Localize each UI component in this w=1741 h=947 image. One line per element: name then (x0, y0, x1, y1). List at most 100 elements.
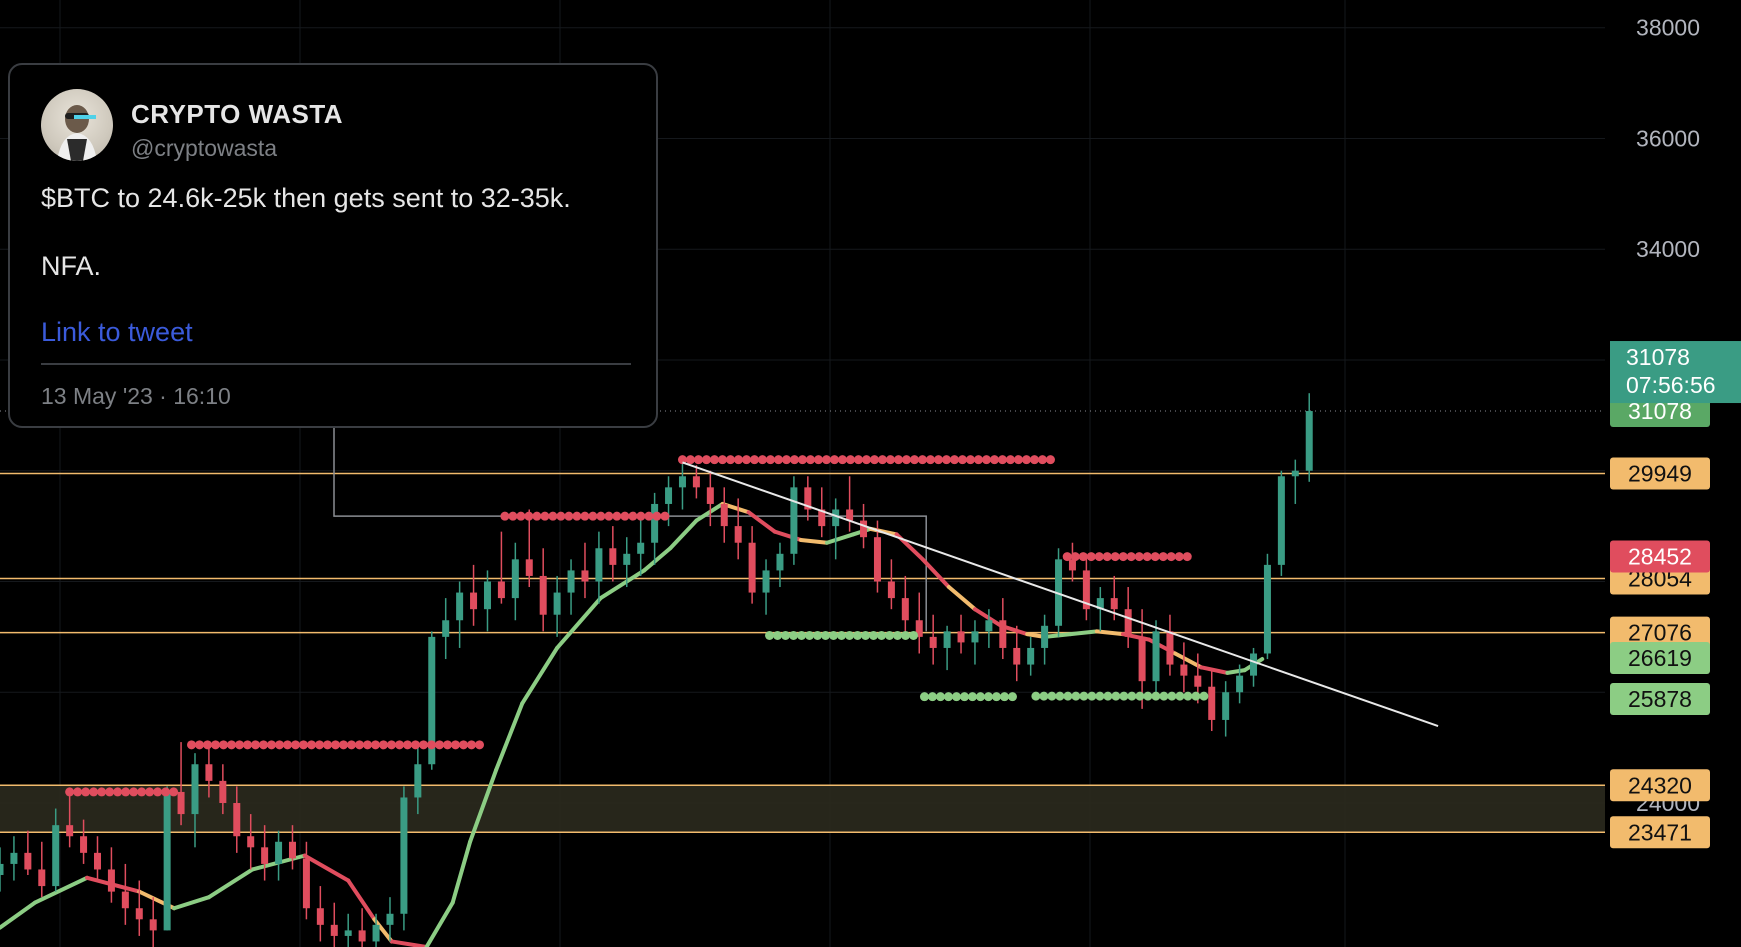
support-dot (1055, 691, 1065, 701)
support-dot (829, 630, 839, 640)
moving-average-segment (1042, 632, 1073, 639)
support-dot (789, 630, 799, 640)
support-zone (0, 785, 1605, 833)
candle-body (999, 620, 1007, 648)
resistance-dot (981, 455, 991, 465)
resistance-dot (1158, 552, 1168, 562)
level-badge-label: 25878 (1628, 686, 1692, 712)
support-dot (951, 692, 961, 702)
candle-body (1124, 609, 1132, 637)
candle-body (873, 537, 881, 582)
resistance-dot (1110, 552, 1120, 562)
level-badge (1610, 616, 1710, 649)
candle-body (1180, 664, 1188, 676)
support-dot (935, 692, 945, 702)
resistance-dot (1102, 552, 1112, 562)
resistance-dot (949, 455, 959, 465)
axis-tick-label: 36000 (1636, 125, 1700, 151)
support-dot (1191, 691, 1201, 701)
moving-average-segment (694, 501, 725, 523)
resistance-dot (749, 455, 759, 465)
resistance-dot (933, 455, 943, 465)
resistance-dot (419, 740, 429, 750)
moving-average-segment (520, 645, 560, 706)
candle-body (107, 869, 115, 892)
resistance-dot (323, 740, 333, 750)
resistance-dot (275, 740, 285, 750)
resistance-dot (187, 740, 197, 750)
level-badge-label: 27076 (1628, 620, 1692, 646)
resistance-dot (636, 511, 646, 521)
candle-body (692, 476, 700, 488)
moving-average-segment (798, 537, 829, 545)
candle-body (651, 503, 659, 543)
resistance-dot (572, 511, 582, 521)
resistance-dot (789, 455, 799, 465)
resistance-dot (588, 511, 598, 521)
resistance-dot (347, 740, 357, 750)
resistance-dot (508, 511, 518, 521)
candle-body (1166, 631, 1174, 665)
resistance-dot (917, 455, 927, 465)
candle-body (372, 924, 380, 942)
candle-body (1263, 564, 1271, 654)
current-price-value: 31078 (1626, 344, 1690, 370)
author-avatar[interactable] (41, 89, 113, 161)
candle-body (971, 631, 979, 643)
resistance-dot (925, 455, 935, 465)
resistance-dot (604, 511, 614, 521)
resistance-dot (548, 511, 558, 521)
support-dot (1111, 691, 1121, 701)
resistance-dot (169, 787, 179, 797)
resistance-dot (363, 740, 373, 750)
support-dot (927, 692, 937, 702)
resistance-dot (821, 455, 831, 465)
resistance-dot (121, 787, 131, 797)
resistance-dot (709, 455, 719, 465)
resistance-dot (524, 511, 534, 521)
support-dot (1159, 691, 1169, 701)
resistance-dot (1182, 552, 1192, 562)
resistance-dot (693, 455, 703, 465)
resistance-dot (909, 455, 919, 465)
candle-body (1041, 625, 1049, 648)
moving-average-segment (172, 895, 211, 911)
support-dot (983, 692, 993, 702)
support-dot (813, 630, 823, 640)
support-dot (1119, 691, 1129, 701)
support-dot (805, 630, 815, 640)
resistance-dot (540, 511, 550, 521)
resistance-dot (411, 740, 421, 750)
candle-body (288, 841, 296, 859)
resistance-dot (1062, 552, 1072, 562)
support-dot (837, 630, 847, 640)
axis-tick-label: 34000 (1636, 236, 1700, 262)
candle-body (1305, 411, 1313, 471)
resistance-dot (1029, 455, 1039, 465)
moving-average-segment (972, 607, 1004, 628)
candle-body (1152, 631, 1160, 682)
candle-body (358, 930, 366, 942)
resistance-dot (145, 787, 155, 797)
resistance-dot (283, 740, 293, 750)
support-dot (1135, 691, 1145, 701)
resistance-dot (717, 455, 727, 465)
resistance-dot (677, 455, 687, 465)
moving-average-segment (598, 568, 647, 601)
candle-body (316, 908, 324, 925)
resistance-dot (355, 740, 365, 750)
support-dot (1079, 691, 1089, 701)
resistance-dot (725, 455, 735, 465)
resistance-dot (1037, 455, 1047, 465)
resistance-dot (853, 455, 863, 465)
resistance-dot (243, 740, 253, 750)
moving-average-segment (1199, 665, 1230, 675)
candle-body (66, 825, 74, 837)
resistance-dot (869, 455, 879, 465)
candle-body (595, 548, 603, 582)
tweet-date: 13 May '23 · 16:10 (41, 383, 231, 409)
resistance-dot (973, 455, 983, 465)
resistance-dot (829, 455, 839, 465)
link-to-tweet[interactable]: Link to tweet (41, 317, 193, 347)
